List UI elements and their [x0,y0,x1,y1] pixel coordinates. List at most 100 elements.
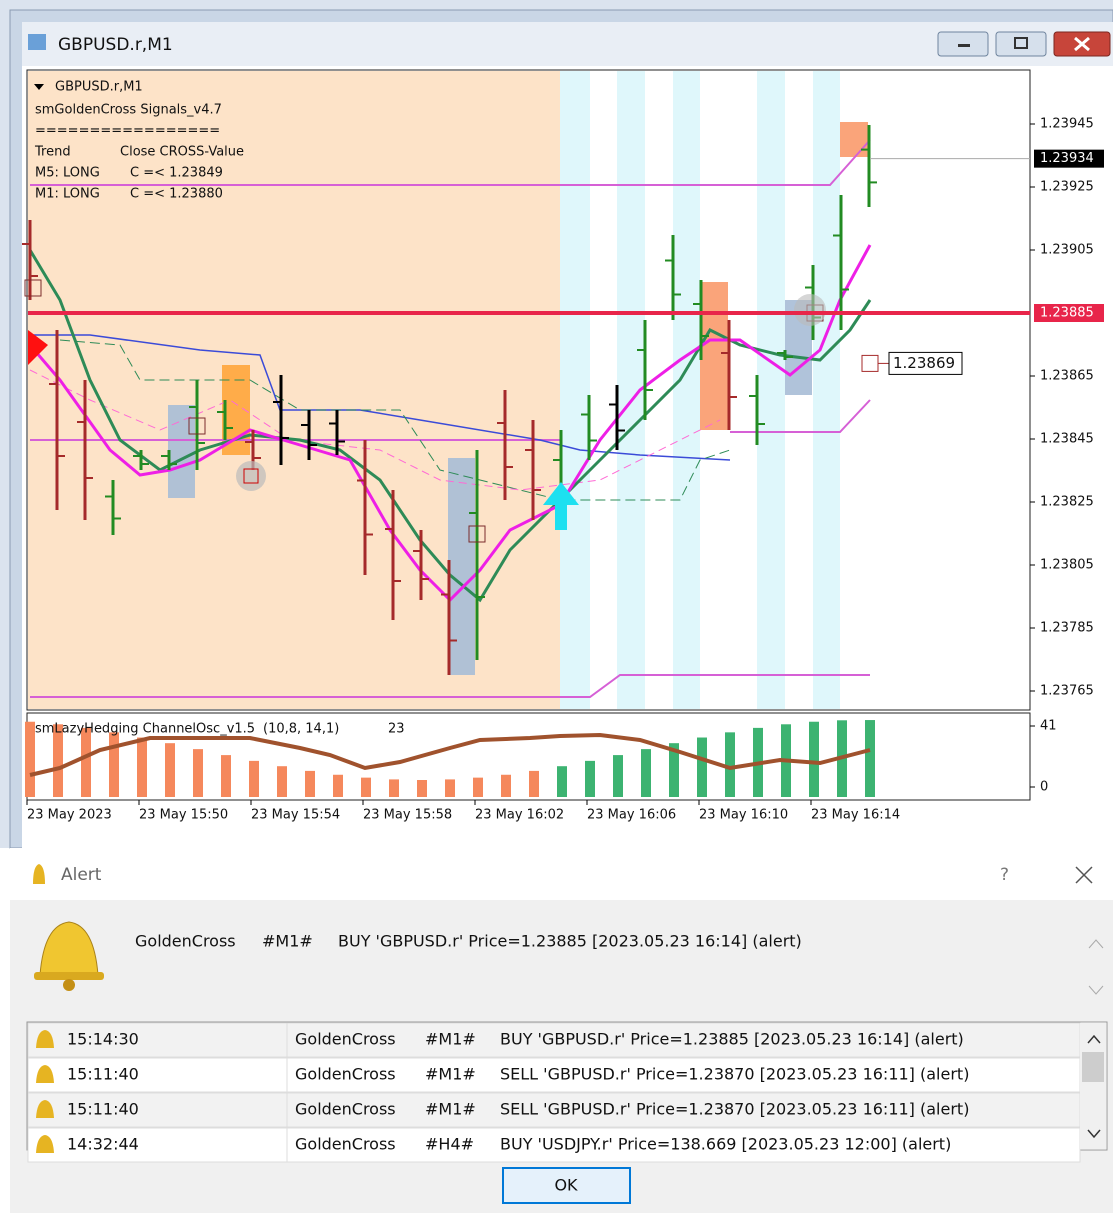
info-text: Trend [34,145,71,160]
osc-bar [501,774,511,797]
alert-icon [33,864,45,884]
alert-header [10,848,1113,900]
ma-magenta [28,244,872,603]
time-label: 23 May 16:06 [587,808,676,823]
row-cell: BUY 'GBPUSD.r' Price=1.23885 [2023.05.23… [500,1030,964,1049]
maximize-button[interactable] [995,31,1047,57]
scroll-arrows[interactable] [1087,1034,1101,1139]
osc-bar [221,755,231,797]
stripe [813,71,840,709]
price-tick-label: 1.23865 [1040,369,1094,384]
signal-box [448,458,475,675]
signal-box [840,122,868,157]
cross-marker [188,417,206,435]
cross-marker [468,525,486,543]
osc-bar [445,779,455,797]
osc-bar [529,770,539,797]
row-cell: BUY 'USDJPY.r' Price=138.669 [2023.05.23… [500,1135,951,1154]
time-label: 23 May 16:10 [699,808,788,823]
alert-rows: 15:14:30 GoldenCross #M1# BUY 'GBPUSD.r' Pr… [27,1022,1081,1163]
window-title: GBPUSD.r,M1 [58,35,173,55]
osc-bar [361,777,371,797]
osc-bar [305,770,315,797]
time-label: 23 May 15:54 [251,808,340,823]
row-cell: #M1# [425,1065,476,1084]
message-name: GoldenCross [135,932,236,951]
list-scrollbar[interactable] [1080,1023,1106,1149]
signal-dot [794,294,826,326]
osc-bar [81,727,91,797]
price-tick-label: 1.23925 [1040,180,1094,195]
cross-marker [24,279,42,297]
stripe [757,71,785,709]
window-icon [28,34,46,50]
row-cell: #M1# [425,1100,476,1119]
alert-close[interactable] [1075,866,1093,884]
row-bell [36,1100,54,1118]
osc-bar [165,743,175,797]
ok-label[interactable]: OK [554,1176,578,1195]
channel-line [30,334,731,461]
osc-bar [865,720,875,797]
info-text: ================= [35,124,220,139]
row-cell: SELL 'GBPUSD.r' Price=1.23870 [2023.05.2… [500,1100,969,1119]
title-bar [22,22,1113,66]
price-tick-label: 1.23845 [1040,432,1094,447]
message-text: BUY 'GBPUSD.r' Price=1.23885 [2023.05.23… [338,932,802,951]
time-label: 23 May 16:02 [475,808,564,823]
current-price-tag [1034,149,1104,168]
signal-dot-box [243,468,259,484]
scroll-thumb[interactable] [1082,1052,1104,1082]
info-text: M1: LONG [35,187,100,202]
message-scroll[interactable] [1088,939,1104,995]
info-text: Close CROSS-Value [120,145,244,160]
bell-rim [34,972,104,980]
help-button[interactable]: ? [1000,865,1009,885]
osc-bar [809,721,819,797]
row-bg [27,1127,1081,1163]
stripe [560,71,590,709]
row-bg [27,1022,1081,1058]
bell-clapper [63,979,75,991]
info-text: C =< 1.23849 [130,166,223,181]
dashed-pink [29,369,721,491]
price-tick-label: 1.23765 [1040,684,1094,699]
plot: 1.23869 [22,122,1030,698]
maximize-icon [1014,37,1028,49]
osc-bar [137,737,147,797]
row-cell: 15:14:30 [67,1030,139,1049]
osc-line [29,732,871,777]
osc-bar [557,766,567,797]
indicator-params: (10,8, 14,1) [263,722,339,737]
band-upper [30,139,871,186]
info-text: C =< 1.23880 [130,187,223,202]
message-period: #M1# [262,932,313,951]
price-tick-label: 1.23785 [1040,621,1094,636]
time-label: 23 May 15:50 [139,808,228,823]
line-price-tag [1034,304,1104,322]
info-text: GBPUSD.r,M1 [55,80,143,95]
row-bell [36,1065,54,1083]
ok-button[interactable] [502,1167,631,1204]
osc-bar [417,780,427,797]
osc-bar [613,755,623,797]
osc-bar [697,737,707,797]
oscillator [25,720,875,797]
info-text: smGoldenCross Signals_v4.7 [35,103,222,118]
sell-arrow [28,330,48,365]
price-tick-label: 1.23825 [1040,495,1094,510]
current-price-label: 1.23934 [1040,151,1094,166]
row-cell: #H4# [425,1135,474,1154]
osc-bar [193,749,203,797]
osc-bar [641,749,651,797]
row-bell [36,1135,54,1153]
osc-tick-label: 41 [1040,719,1057,734]
osc-bar [25,721,35,797]
dashed-green [59,339,731,501]
osc-bar [725,732,735,797]
row-cell: GoldenCross [295,1065,396,1084]
time-label: 23 May 15:58 [363,808,452,823]
time-label: 23 May 2023 [27,808,112,823]
signal-dot [236,461,266,491]
